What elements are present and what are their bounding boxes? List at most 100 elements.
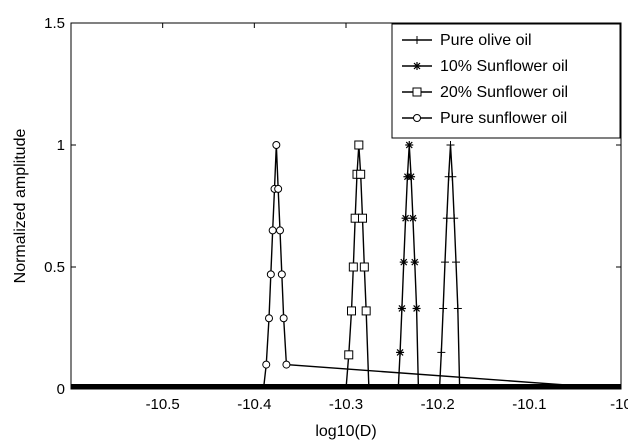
data-point [348,262,358,272]
legend-marker [413,114,421,122]
data-point [347,306,356,316]
series-line [71,144,621,389]
data-point [282,360,291,369]
x-tick-label: -10.5 [146,396,180,413]
marker-square [350,213,360,223]
data-point [265,314,273,323]
marker-square [361,306,371,316]
marker-star-d2 [398,305,406,312]
marker-square [358,213,367,223]
marker-star-d2 [396,348,404,356]
x-axis-label: log10(D) [315,423,376,440]
marker-square [354,140,364,150]
data-point [358,213,367,223]
data-point [356,169,366,179]
marker-star-d2 [402,214,410,222]
x-tick-label: -10.1 [512,396,546,413]
series-4 [71,141,621,389]
data-point [452,258,460,267]
x-tick-label: -10.2 [421,396,455,413]
data-point [442,214,451,223]
marker-square [344,350,354,360]
y-tick-label: 1.5 [44,15,65,32]
data-point [266,270,275,279]
data-point [361,306,371,316]
data-point [344,350,354,360]
data-point [279,314,288,323]
marker-circle [274,184,283,193]
data-point [439,304,448,313]
data-point [396,348,405,357]
series-line [71,144,621,389]
legend: Pure olive oil 10% Sunflower oil 20% Sunfl… [391,23,621,139]
series-2 [71,141,621,389]
data-point [450,214,459,223]
data-point [441,258,449,267]
series-line [71,144,621,389]
data-point [397,304,406,313]
marker-circle [282,360,291,369]
y-tick-label: 1 [57,137,65,154]
y-tick-label: 0.5 [44,259,65,276]
x-tick-label: -10.3 [329,396,363,413]
legend-box [391,23,621,139]
marker-circle [276,226,284,235]
marker-circle [268,226,277,235]
marker-circle [413,114,421,122]
data-point [276,226,284,235]
marker-circle [262,360,271,369]
x-tick-label: -10.4 [237,396,271,413]
data-point [446,141,455,149]
data-point [262,360,271,369]
data-point [399,258,408,267]
legend-label: Pure sunflower oil [440,110,567,127]
marker-square [347,306,356,316]
data-point [401,214,410,223]
legend-label: 20% Sunflower oil [440,84,568,101]
series-1 [71,141,621,389]
marker-circle [266,270,275,279]
marker-square [348,262,358,272]
series-line [71,144,621,389]
data-point [405,141,414,149]
data-point [272,141,281,149]
data-point [453,304,462,313]
legend-item: 10% Sunflower oil [402,58,568,75]
marker-star-d2 [411,258,419,266]
data-point [408,214,417,223]
y-tick-label: 0 [57,381,65,398]
marker-star-d2 [413,62,421,70]
data-point [359,262,369,272]
marker-star-d2 [409,214,417,222]
series-3 [71,140,621,389]
y-axis-label: Normalized amplitude [12,129,29,284]
marker-square [359,262,369,272]
marker-circle [277,270,286,279]
marker-star-d2 [413,305,421,312]
marker-circle [272,141,281,149]
marker-circle [265,314,273,323]
data-point [354,140,364,150]
legend-marker [412,87,422,97]
legend-item: 20% Sunflower oil [402,84,568,101]
marker-star-d2 [405,141,413,149]
legend-item: Pure olive oil [402,32,532,49]
marker-square [356,169,366,179]
data-point [407,172,416,181]
marker-square [412,87,422,97]
axes-layer: -10.5 -10.4 -10.3 -10.2 -10.1 -10 0 0.5 1 1.5 [44,15,628,413]
data-point [350,213,360,223]
data-point [277,270,286,279]
data-point [410,258,419,267]
legend-item: Pure sunflower oil [402,110,567,127]
data-point [448,172,457,181]
data-point [437,348,446,357]
marker-star-d2 [400,258,408,266]
x-tick-label: -10 [610,396,628,413]
marker-star-d2 [407,173,415,181]
data-point [274,184,283,193]
legend-label: 10% Sunflower oil [440,58,568,75]
legend-label: Pure olive oil [440,32,532,49]
